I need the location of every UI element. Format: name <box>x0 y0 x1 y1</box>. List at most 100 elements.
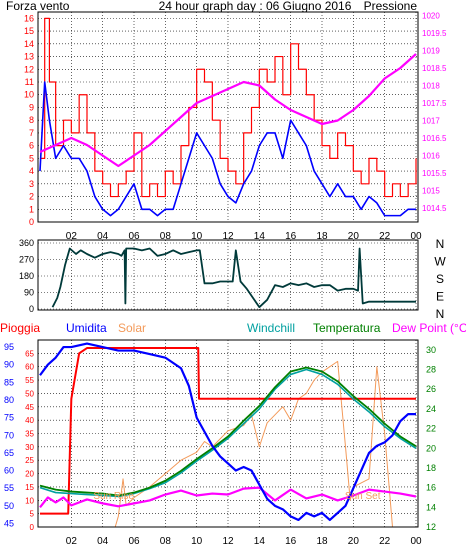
legend-label: Dew Point (°C) <box>392 321 466 335</box>
pressure-tick-label: 1016 <box>422 152 440 161</box>
wind-x-tick: 10 <box>191 231 203 242</box>
wind-axis-title: Forza vento <box>6 0 70 13</box>
wind-tick-label: 11 <box>25 77 34 87</box>
rain-tick-label: 0 <box>30 523 35 532</box>
rain-tick-label: 45 <box>25 403 34 412</box>
climate-x-tick: 08 <box>160 536 172 547</box>
direction-panel-gridlines <box>38 240 418 310</box>
humidity-axis-ticks: 95 90 85 80 75 70 65 60 55 50 45 <box>4 342 14 528</box>
pressure-tick-label: 1019.5 <box>422 29 447 38</box>
compass-label: N <box>436 237 445 251</box>
rain-tick-label: 35 <box>25 430 34 439</box>
climate-x-tick: 22 <box>379 536 391 547</box>
pressure-axis-title: Pressione <box>364 0 418 13</box>
temperature-tick-label: 28 <box>426 365 436 375</box>
pressure-series-line <box>39 53 417 168</box>
legend-label: Solar <box>118 321 146 335</box>
temperature-axis-ticks: 30 28 26 24 22 20 18 16 14 12 <box>426 345 436 532</box>
humidity-tick-label: 80 <box>4 395 14 405</box>
humidity-tick-label: 60 <box>4 466 14 476</box>
wind-x-tick: 14 <box>254 231 266 242</box>
pressure-tick-label: 1018.5 <box>422 64 447 73</box>
wind-x-tick: 18 <box>316 231 328 242</box>
wind-x-tick: 02 <box>66 231 78 242</box>
rain-tick-label: 55 <box>25 376 34 385</box>
temperature-tick-label: 16 <box>426 483 436 493</box>
wind-tick-label: 0 <box>29 217 34 227</box>
rain-tick-label: 10 <box>25 496 34 505</box>
wind-tick-label: 4 <box>29 166 34 176</box>
wind-x-tick: 20 <box>348 231 360 242</box>
pressure-tick-label: 1020 <box>422 12 440 21</box>
legend-label: Temperatura <box>313 321 381 335</box>
humidity-tick-label: 50 <box>4 501 14 511</box>
compass-label: S <box>436 272 444 286</box>
wind-x-tick: 04 <box>97 231 109 242</box>
pressure-tick-label: 1019 <box>422 47 440 56</box>
direction-tick-label: 270 <box>19 255 34 265</box>
pressure-tick-label: 1015.5 <box>422 169 447 178</box>
direction-series-line <box>51 247 416 309</box>
wind-x-tick: 08 <box>160 231 172 242</box>
temperature-tick-label: 26 <box>426 384 436 394</box>
wind-tick-label: 9 <box>29 102 34 112</box>
pressure-tick-label: 1017 <box>422 117 440 126</box>
windchill-series-line <box>39 368 417 498</box>
wind-panel-series <box>39 17 417 217</box>
humidity-tick-label: 95 <box>4 342 14 352</box>
graph-title: 24 hour graph day : 06 Giugno 2016 <box>159 0 352 13</box>
wind-panel-frame <box>37 11 419 223</box>
rain-tick-label: 60 <box>25 363 34 372</box>
pressure-tick-label: 1017.5 <box>422 99 447 108</box>
climate-panel-frame <box>37 339 419 528</box>
compass-label: E <box>436 290 444 304</box>
rain-tick-label: 40 <box>25 416 34 425</box>
humidity-tick-label: 70 <box>4 430 14 440</box>
climate-x-tick: 18 <box>316 536 328 547</box>
rain-tick-label: 50 <box>25 389 34 398</box>
wind-tick-label: 16 <box>24 13 34 23</box>
climate-panel: Pioggia Umidita Solar Windchill Temperatura D… <box>0 321 466 547</box>
climate-panel-x-ticks: 02 04 06 08 10 12 14 16 18 20 22 00 <box>66 536 422 547</box>
gust-series-line <box>40 17 417 198</box>
temperature-tick-label: 24 <box>426 404 436 414</box>
sun-set-label: Sun Set <box>345 491 381 502</box>
temperature-tick-label: 18 <box>426 463 436 473</box>
wind-tick-label: 3 <box>29 179 34 189</box>
climate-x-tick: 16 <box>285 536 297 547</box>
humidity-series-line <box>39 342 416 522</box>
temperature-series-line <box>39 366 417 497</box>
wind-tick-label: 5 <box>29 153 34 163</box>
climate-x-tick: 20 <box>348 536 360 547</box>
direction-tick-label: 180 <box>19 271 34 281</box>
humidity-tick-label: 75 <box>4 413 14 423</box>
legend-label: Umidita <box>66 321 107 335</box>
wind-tick-label: 2 <box>29 192 34 202</box>
rain-tick-label: 15 <box>25 483 34 492</box>
humidity-tick-label: 55 <box>4 483 14 493</box>
wind-tick-label: 10 <box>24 90 34 100</box>
legend-label: Windchill <box>247 321 295 335</box>
sun-rise-label: Sun Rise <box>93 491 134 502</box>
rain-tick-label: 5 <box>30 510 35 519</box>
pressure-tick-label: 1018 <box>422 82 440 91</box>
wind-x-tick: 22 <box>379 231 391 242</box>
rain-series-line <box>40 347 416 515</box>
wind-tick-label: 1 <box>29 204 34 214</box>
wind-x-tick: 12 <box>222 231 234 242</box>
wind-tick-label: 6 <box>29 141 34 151</box>
pressure-tick-label: 1015 <box>422 187 440 196</box>
wind-tick-label: 7 <box>29 128 34 138</box>
humidity-tick-label: 45 <box>4 518 14 528</box>
rain-tick-label: 65 <box>25 349 34 358</box>
climate-panel-legend: Pioggia Umidita Solar Windchill Temperatura D… <box>0 321 466 335</box>
wind-panel-x-ticks: 02 04 06 08 10 12 14 16 18 20 22 00 <box>66 231 422 242</box>
temperature-tick-label: 12 <box>426 522 436 532</box>
climate-x-tick: 02 <box>66 536 78 547</box>
pressure-axis-ticks: 1020 1019.5 1019 1018.5 1018 1017.5 1017 1016.5… <box>422 12 447 214</box>
